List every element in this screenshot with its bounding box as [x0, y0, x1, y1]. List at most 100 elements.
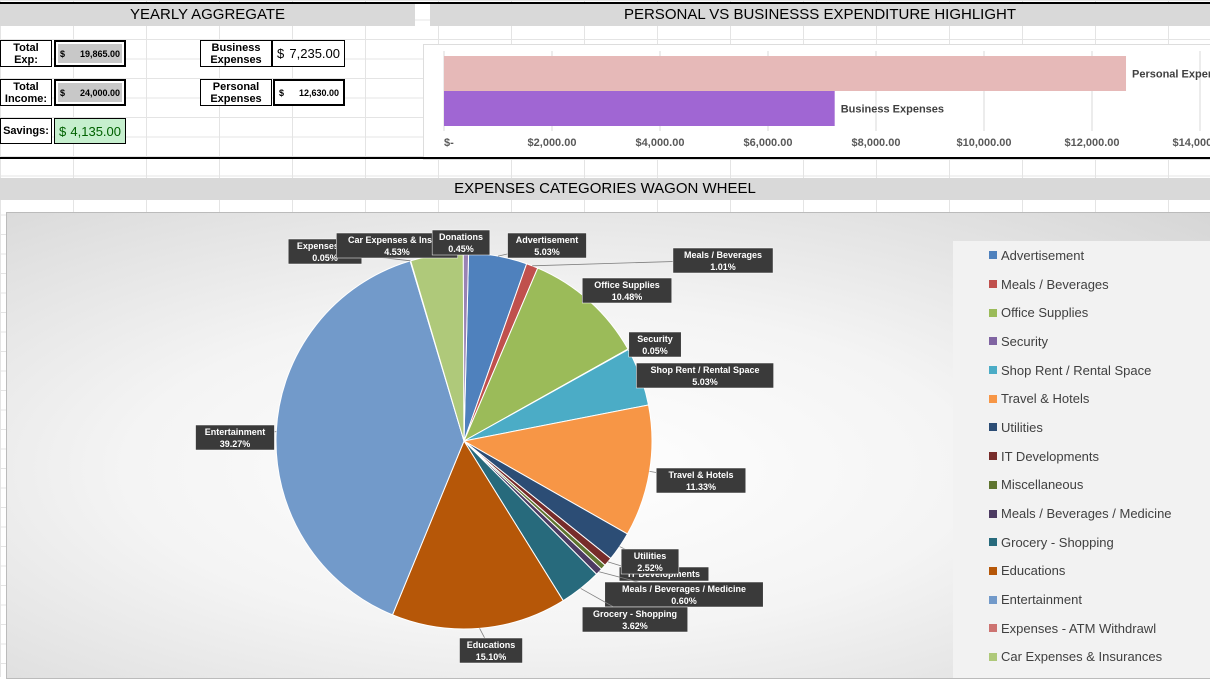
business-expenses-value: 7,235.00: [289, 46, 340, 61]
bar-x-tick-label: $14,000.00: [1172, 137, 1210, 149]
bar-chart-svg: $- $2,000.00 $4,000.00 $6,000.00 $8,000.00 $1…: [443, 51, 1210, 149]
pie-data-label-box: [672, 247, 774, 274]
legend-item: Meals / Beverages: [953, 270, 1210, 299]
bar-x-tick-label: $8,000.00: [852, 137, 901, 149]
bar-personal: [444, 56, 1127, 91]
legend-item: Security: [953, 327, 1210, 356]
bar-data-label: Business Expenses: [841, 104, 944, 116]
legend-label: Shop Rent / Rental Space: [1001, 362, 1152, 378]
pie-data-label-value: 1.01%: [710, 262, 736, 272]
currency-symbol: $: [279, 87, 285, 98]
legend-item: Educations: [953, 557, 1210, 586]
legend-label: Meals / Beverages: [1001, 276, 1109, 292]
pie-data-label-box: [604, 581, 764, 608]
currency-symbol: $: [277, 46, 285, 61]
pie-data-label-box: [195, 424, 275, 451]
total-income-label: Total Income:: [0, 79, 52, 106]
pie-data-label-name: Meals / Beverages / Medicine: [622, 584, 746, 594]
legend-swatch: [989, 337, 997, 346]
personal-vs-business-bar-chart[interactable]: $- $2,000.00 $4,000.00 $6,000.00 $8,000.00 $1…: [423, 44, 1210, 160]
pie-data-label-value: 39.27%: [220, 439, 251, 449]
personal-expenses-label: Personal Expenses: [200, 79, 272, 106]
legend-item: Meals / Beverages / Medicine: [953, 499, 1210, 528]
business-expenses-value-cell[interactable]: $7,235.00: [272, 40, 345, 67]
pie-data-label-box: [656, 467, 746, 494]
legend-swatch: [989, 394, 997, 403]
pie-data-label-box: [431, 229, 491, 256]
legend-label: Security: [1001, 333, 1048, 349]
expenses-pie-chart[interactable]: IT Developments Expenses - A 0.05% Advertis…: [6, 212, 1210, 679]
legend-label: IT Developments: [1001, 448, 1100, 464]
legend-item: Travel & Hotels: [953, 384, 1210, 413]
pie-data-label-value: 2.52%: [637, 563, 663, 573]
pie-data-label-name: Shop Rent / Rental Space: [650, 365, 759, 375]
legend-swatch: [989, 566, 997, 575]
legend-item: Advertisement: [953, 241, 1210, 270]
pie-slice-entertainment: [275, 260, 465, 616]
legend-swatch: [989, 652, 997, 661]
pie-data-label-name: Utilities: [634, 551, 667, 561]
yearly-aggregate-header: YEARLY AGGREGATE: [0, 4, 415, 26]
legend-label: Meals / Beverages / Medicine: [1001, 506, 1172, 522]
pie-data-label-box: [636, 362, 774, 389]
pie-data-label-name: Advertisement: [516, 235, 579, 245]
pie-data-label-name: Grocery - Shopping: [593, 609, 677, 619]
pie-data-label-name: Office Supplies: [594, 280, 660, 290]
savings-value-cell[interactable]: $4,135.00: [54, 118, 126, 144]
bar-data-label: Personal Expenses: [1132, 69, 1210, 81]
legend-item: Miscellaneous: [953, 471, 1210, 500]
pie-data-label-name: Expenses - A: [297, 241, 354, 251]
total-exp-value-cell[interactable]: $19,865.00: [54, 40, 126, 67]
personal-expenses-value-cell[interactable]: $12,630.00: [273, 79, 345, 106]
pie-data-label-value: 15.10%: [476, 652, 507, 662]
pie-data-label-value: 0.45%: [448, 244, 474, 254]
legend-swatch: [989, 366, 997, 375]
pie-data-label-box: [628, 331, 682, 358]
section-divider: [0, 157, 1210, 159]
legend-item: Expenses - ATM Withdrawl: [953, 614, 1210, 643]
pie-data-label-value: 10.48%: [612, 292, 643, 302]
top-border: [0, 2, 1210, 4]
pie-slice-educations: [391, 439, 564, 630]
currency-symbol: $: [60, 87, 66, 98]
pie-legend: Advertisement Meals / Beverages Office Sup…: [953, 241, 1210, 678]
legend-swatch: [989, 423, 997, 432]
savings-value: 4,135.00: [70, 123, 121, 139]
legend-label: Miscellaneous: [1001, 477, 1084, 493]
legend-swatch: [989, 251, 997, 260]
legend-item: Shop Rent / Rental Space: [953, 356, 1210, 385]
business-expenses-label: Business Expenses: [200, 40, 272, 67]
legend-swatch: [989, 595, 997, 604]
bar-business: [444, 91, 835, 126]
legend-label: Office Supplies: [1001, 305, 1089, 321]
total-exp-label: Total Exp:: [0, 40, 52, 67]
pie-data-label-value: 0.05%: [312, 253, 338, 263]
pie-data-label-box: [459, 637, 523, 664]
legend-item: Entertainment: [953, 585, 1210, 614]
bar-x-tick-label: $4,000.00: [636, 137, 685, 149]
pie-data-label-name: Entertainment: [205, 427, 266, 437]
total-exp-value: 19,865.00: [79, 48, 120, 59]
pie-data-label-value: 11.33%: [686, 482, 716, 492]
total-income-value-cell[interactable]: $24,000.00: [54, 79, 126, 106]
pie-slice-travel-hotels: [462, 404, 653, 535]
pie-data-label-value: 5.03%: [692, 377, 718, 387]
legend-label: Educations: [1001, 563, 1066, 579]
bar-x-tick-label: $10,000.00: [956, 137, 1011, 149]
pie-data-label-value: 0.05%: [642, 346, 668, 356]
legend-item: IT Developments: [953, 442, 1210, 471]
currency-symbol: $: [59, 123, 67, 139]
pie-chart-svg: IT DevelopmentsExpenses - A0.05%Advertis…: [195, 229, 774, 664]
bar-x-tick-label: $12,000.00: [1064, 137, 1119, 149]
legend-swatch: [989, 280, 997, 289]
legend-item: Office Supplies: [953, 298, 1210, 327]
pie-data-label-name: Security: [637, 334, 673, 344]
legend-label: Entertainment: [1001, 592, 1082, 608]
pie-data-label-box: [507, 232, 587, 259]
legend-swatch: [989, 480, 997, 489]
pie-data-label-name: Donations: [439, 232, 483, 242]
personal-expenses-value: 12,630.00: [298, 87, 339, 98]
pie-data-label-value: 0.60%: [671, 596, 697, 606]
legend-label: Utilities: [1001, 419, 1043, 435]
savings-label: Savings:: [0, 118, 52, 144]
